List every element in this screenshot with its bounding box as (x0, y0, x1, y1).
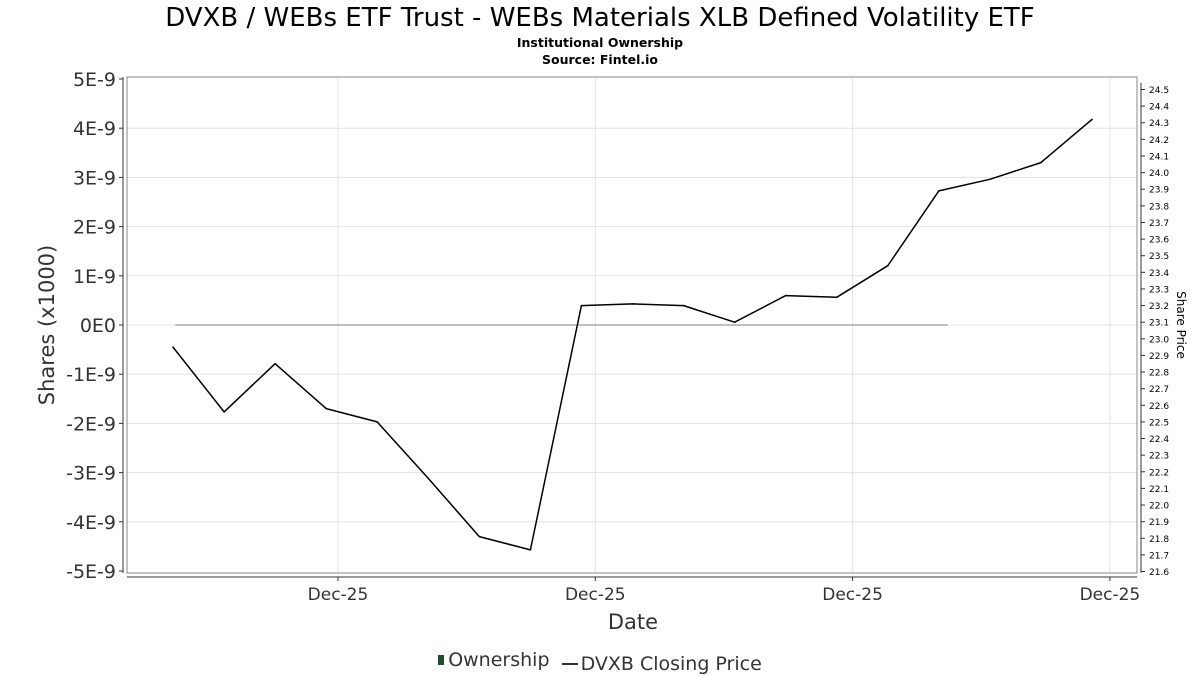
ownership-swatch-icon (438, 655, 445, 665)
right-tick-label: 23.9 (1149, 186, 1169, 196)
legend-price-label: DVXB Closing Price (580, 653, 762, 675)
price-point (1040, 161, 1042, 164)
chart-subtitle: Institutional Ownership (516, 35, 684, 50)
left-tick-label: 5E-9 (73, 69, 116, 91)
right-tick-label: 23.7 (1149, 219, 1169, 229)
left-tick-label: 4E-9 (73, 118, 116, 140)
price-point (529, 549, 532, 551)
right-tick-label: 23.5 (1149, 252, 1169, 262)
left-tick-label: -3E-9 (66, 463, 116, 485)
left-tick-label: -2E-9 (66, 413, 116, 435)
right-tick-label: 24.3 (1149, 119, 1169, 129)
price-line-swatch-icon (561, 663, 578, 665)
x-axis: Dec-25 Dec-25 Dec-25 Dec-25 (127, 576, 1141, 605)
right-tick-label: 23.1 (1149, 319, 1169, 329)
right-tick-label: 22.2 (1149, 468, 1169, 478)
right-tick-label: 22.3 (1149, 452, 1169, 462)
price-point (1091, 118, 1093, 121)
plot-area (126, 76, 1138, 574)
left-tick-label: 0E0 (80, 315, 116, 337)
right-tick-label: 24.0 (1149, 169, 1169, 179)
price-point (682, 304, 685, 307)
chart-canvas: 5E-9 4E-9 3E-9 2E-9 1E-9 0E0 -1E-9 -2E-9 -3E-9 -4… (35, 69, 1188, 634)
x-axis-label: Date (608, 610, 658, 634)
right-tick-label: 21.7 (1149, 551, 1169, 561)
legend-ownership-label: Ownership (448, 649, 550, 671)
right-tick-label: 22.6 (1149, 402, 1169, 412)
legend-price[interactable]: DVXB Closing Price (556, 652, 762, 676)
right-tick-label: 21.8 (1149, 535, 1169, 545)
price-point (325, 407, 328, 410)
price-point (274, 362, 276, 365)
price-point (631, 303, 634, 305)
ownership-point (946, 324, 948, 326)
right-tick-label: 22.8 (1149, 369, 1169, 379)
right-tick-label: 23.0 (1149, 335, 1169, 345)
right-tick-label: 22.0 (1149, 502, 1169, 512)
chart-source: Source: Fintel.io (542, 52, 658, 67)
right-tick-label: 23.8 (1149, 202, 1169, 212)
legend-ownership[interactable]: Ownership (438, 648, 550, 672)
price-point (376, 421, 379, 423)
right-tick-label: 22.9 (1149, 352, 1169, 362)
right-axis: 24.5 24.4 24.3 24.2 24.1 24.0 23.9 23.8 23.7 23.6… (1140, 83, 1169, 578)
left-tick-label: 3E-9 (73, 167, 116, 189)
right-tick-label: 23.4 (1149, 269, 1169, 279)
left-tick-label: 2E-9 (73, 217, 116, 239)
left-tick-label: -1E-9 (66, 364, 116, 386)
right-tick-label: 23.2 (1149, 302, 1169, 312)
right-tick-label: 24.2 (1149, 136, 1169, 146)
ownership-point (175, 324, 177, 326)
left-axis: 5E-9 4E-9 3E-9 2E-9 1E-9 0E0 -1E-9 -2E-9 -3E-9 -4… (66, 69, 124, 583)
right-tick-label: 24.5 (1149, 86, 1169, 96)
x-tick-label: Dec-25 (308, 585, 369, 605)
price-point (938, 190, 940, 192)
legend: Ownership DVXB Closing Price (0, 647, 1200, 676)
price-point (223, 411, 225, 413)
price-series-line (172, 118, 1093, 551)
price-point (427, 477, 430, 480)
grid (127, 77, 1137, 573)
right-tick-label: 24.4 (1149, 103, 1169, 113)
price-point (733, 321, 736, 324)
chart-title: DVXB / WEBs ETF Trust - WEBs Materials X… (165, 3, 1035, 33)
right-tick-label: 21.6 (1149, 568, 1169, 578)
left-tick-label: -5E-9 (66, 561, 116, 583)
x-tick-label: Dec-25 (822, 585, 883, 605)
y-axis-label: Shares (x1000) (35, 245, 59, 405)
right-tick-label: 22.1 (1149, 485, 1169, 495)
series-layer (172, 118, 1093, 551)
right-tick-label: 24.1 (1149, 152, 1169, 162)
price-point (989, 178, 991, 181)
price-point (172, 346, 174, 348)
price-point (835, 296, 838, 299)
price-point (580, 304, 583, 307)
right-tick-label: 23.3 (1149, 285, 1169, 295)
right-tick-label: 21.9 (1149, 518, 1169, 528)
left-tick-label: -4E-9 (66, 512, 116, 534)
price-point (887, 264, 889, 267)
left-tick-label: 1E-9 (73, 266, 116, 288)
right-tick-label: 23.6 (1149, 236, 1169, 246)
right-tick-label: 22.5 (1149, 418, 1169, 428)
y2-axis-label: Share Price (1174, 291, 1188, 359)
x-tick-label: Dec-25 (1080, 585, 1141, 605)
price-point (784, 294, 787, 297)
x-tick-label: Dec-25 (565, 585, 626, 605)
right-tick-label: 22.7 (1149, 385, 1169, 395)
right-tick-label: 22.4 (1149, 435, 1169, 445)
price-point (478, 535, 481, 538)
